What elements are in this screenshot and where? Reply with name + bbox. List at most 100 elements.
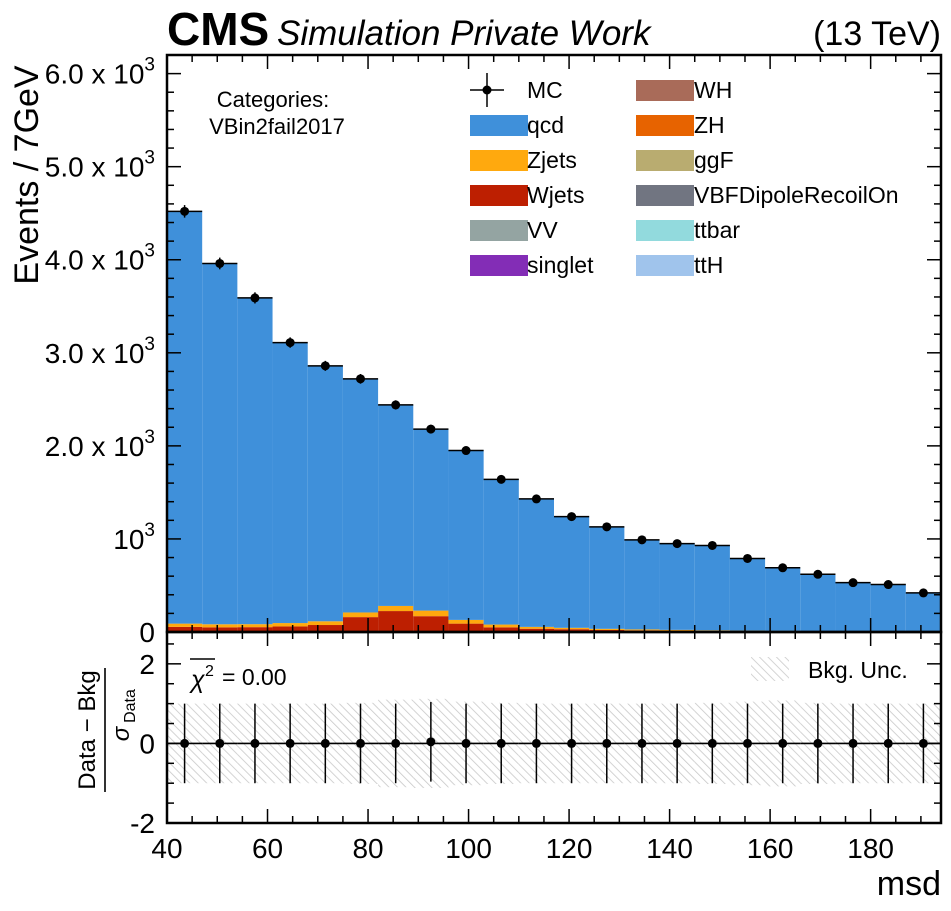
ratio-point-10 xyxy=(531,738,541,748)
mc-point-1 xyxy=(215,258,225,268)
bar-Wjets-6 xyxy=(378,611,414,632)
bar-Zjets-8 xyxy=(448,619,484,624)
bkg-unc-legend-label: Bkg. Unc. xyxy=(808,657,908,683)
legend-swatch-VBFDipoleRecoilOn xyxy=(636,185,694,206)
x-tick-label-80: 80 xyxy=(352,833,383,864)
ratio-point-17 xyxy=(778,738,788,748)
bar-qcd-17 xyxy=(765,567,801,631)
ratio-point-19 xyxy=(848,738,858,748)
bar-qcd-2 xyxy=(237,297,273,625)
mc-point-11 xyxy=(567,512,577,522)
ratio-point-1 xyxy=(215,738,225,748)
legend-swatch-singlet xyxy=(470,255,528,276)
svg-text:χ: χ xyxy=(189,666,205,694)
ratio-point-2 xyxy=(250,738,260,748)
x-tick-label-160: 160 xyxy=(747,833,794,864)
chi2-annotation: χ 2 = 0.00 xyxy=(189,658,287,694)
x-tick-label-40: 40 xyxy=(151,833,182,864)
bar-Wjets-8 xyxy=(448,623,484,632)
bar-qcd-18 xyxy=(800,574,836,631)
x-tick-label-120: 120 xyxy=(546,833,593,864)
ratio-y-tick-label-2: 2 xyxy=(139,649,155,680)
ratio-point-7 xyxy=(426,737,436,747)
bar-qcd-15 xyxy=(694,545,730,631)
bar-Zjets-2 xyxy=(237,624,273,628)
legend-label-ttbar: ttbar xyxy=(694,217,740,243)
legend-label-Wjets: Wjets xyxy=(527,182,585,208)
bkg-uncertainty-band xyxy=(167,698,941,788)
bar-qcd-7 xyxy=(413,429,449,611)
mc-point-20 xyxy=(883,580,893,590)
mc-point-13 xyxy=(637,535,647,545)
legend-label-qcd: qcd xyxy=(527,112,564,138)
ratio-point-12 xyxy=(602,738,612,748)
bar-Wjets-11 xyxy=(554,629,590,632)
bar-Zjets-13 xyxy=(624,629,660,631)
mc-point-9 xyxy=(496,474,506,484)
bar-Zjets-0 xyxy=(167,623,203,627)
legend-swatch-ttH xyxy=(636,255,694,276)
bar-qcd-11 xyxy=(554,516,590,628)
ratio-plot-frame xyxy=(165,630,943,825)
bar-qcd-19 xyxy=(835,582,871,632)
bar-Wjets-1 xyxy=(202,627,238,632)
legend-label-ttH: ttH xyxy=(694,252,723,278)
mc-point-12 xyxy=(602,522,612,532)
bar-Wjets-4 xyxy=(307,625,343,632)
bar-qcd-16 xyxy=(729,558,766,631)
legend-label-WH: WH xyxy=(694,77,732,103)
ratio-point-8 xyxy=(461,738,471,748)
ratio-point-4 xyxy=(320,738,330,748)
categories-value: VBin2fail2017 xyxy=(209,114,345,139)
mc-point-21 xyxy=(918,588,928,598)
ratio-point-9 xyxy=(496,738,506,748)
legend-swatch-ZH xyxy=(636,115,694,136)
bar-Zjets-4 xyxy=(307,621,343,626)
ratio-point-3 xyxy=(285,738,295,748)
stacked-histogram xyxy=(167,210,941,632)
ratio-point-0 xyxy=(180,738,190,748)
bar-qcd-0 xyxy=(167,211,203,624)
bar-qcd-8 xyxy=(448,450,484,620)
chi2-value: = 0.00 xyxy=(222,664,287,690)
ratio-y-tick-label--2: -2 xyxy=(130,808,155,839)
mc-point-5 xyxy=(356,374,365,384)
legend-label-ggF: ggF xyxy=(694,147,734,173)
ratio-y-tick-label-0: 0 xyxy=(139,728,155,759)
bar-Zjets-10 xyxy=(518,626,554,629)
mc-point-17 xyxy=(778,563,788,573)
legend-swatch-ggF xyxy=(636,150,694,171)
mc-point-8 xyxy=(461,446,471,456)
bar-Zjets-14 xyxy=(659,629,695,631)
ratio-point-20 xyxy=(883,738,893,748)
energy-label: (13 TeV) xyxy=(813,15,941,53)
bar-qcd-21 xyxy=(905,592,941,632)
legend-label-VV: VV xyxy=(527,217,558,243)
legend-swatch-VV xyxy=(470,220,528,241)
bar-qcd-6 xyxy=(378,404,414,606)
x-tick-label-140: 140 xyxy=(646,833,693,864)
y-tick-label-2000: 2.0 x 103 xyxy=(45,427,155,462)
bar-Wjets-5 xyxy=(342,617,379,632)
legend-mc-marker xyxy=(482,85,492,95)
ratio-point-14 xyxy=(672,738,682,748)
y-tick-label-1000: 103 xyxy=(113,520,155,555)
bar-qcd-3 xyxy=(272,342,308,624)
legend-swatch-ttbar xyxy=(636,220,694,241)
mc-point-10 xyxy=(531,494,541,504)
legend-label-Zjets: Zjets xyxy=(527,147,577,173)
bar-Wjets-2 xyxy=(237,627,273,632)
ratio-points xyxy=(180,702,928,784)
svg-text:σ: σ xyxy=(108,725,135,741)
mc-point-18 xyxy=(813,569,823,579)
axis-ticks xyxy=(166,54,941,824)
bar-Wjets-0 xyxy=(167,626,203,632)
ratio-point-11 xyxy=(567,738,577,748)
legend-swatch-Zjets xyxy=(470,150,528,171)
mc-point-0 xyxy=(180,206,190,216)
ratio-y-axis-title: Data − Bkg σ Data xyxy=(74,668,139,792)
ratio-point-6 xyxy=(391,738,401,748)
legend-label-VBFDipoleRecoilOn: VBFDipoleRecoilOn xyxy=(694,182,899,208)
mc-point-3 xyxy=(285,338,295,348)
